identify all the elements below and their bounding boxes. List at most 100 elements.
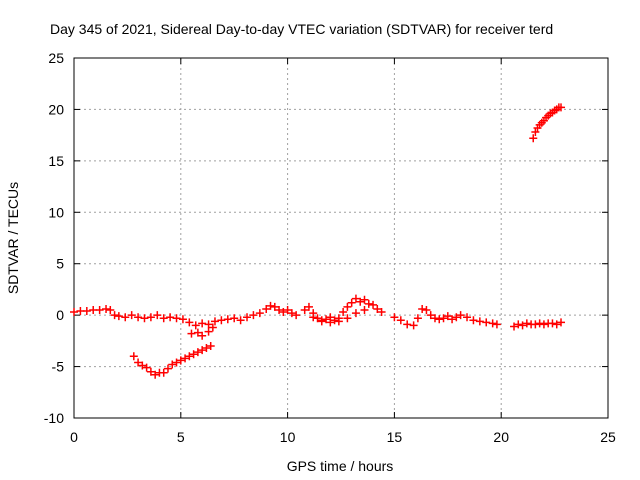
series-mid-arc [300, 294, 386, 326]
series-mid-arc-2 [309, 306, 369, 327]
data-point [153, 311, 162, 320]
data-point [114, 312, 123, 321]
data-point [204, 327, 213, 336]
data-point [396, 316, 405, 325]
series-high-arc [529, 103, 566, 143]
data-point [339, 308, 348, 317]
data-point [390, 313, 399, 322]
data-point [204, 320, 213, 329]
data-point [426, 311, 435, 320]
data-point [176, 356, 185, 365]
y-tick-labels: -10 -5 0 5 10 15 20 25 [44, 50, 64, 426]
data-point [146, 367, 155, 376]
x-tick-label: 5 [177, 429, 185, 445]
data-point [206, 342, 215, 350]
data-point [82, 307, 91, 316]
data-point [482, 318, 491, 327]
data-point [202, 344, 211, 353]
data-point [351, 294, 360, 303]
data-point [181, 354, 190, 363]
data-point [191, 321, 200, 330]
data-point [142, 363, 151, 372]
data-point [255, 309, 264, 318]
data-point [279, 308, 288, 317]
data-point [369, 300, 378, 309]
data-point [518, 321, 527, 330]
data-point [106, 306, 115, 314]
data-point [430, 314, 439, 323]
data-point [377, 308, 386, 317]
data-point [283, 306, 292, 314]
plot-frame [73, 57, 609, 419]
data-point [313, 314, 322, 323]
data-point [322, 315, 331, 324]
data-point [443, 312, 452, 321]
series-low-arc [129, 342, 215, 379]
data-point [475, 317, 484, 326]
data-point [535, 319, 544, 328]
data-point [230, 314, 239, 323]
data-point [347, 298, 356, 307]
data-point [364, 299, 373, 308]
data-point [249, 311, 258, 320]
data-point [343, 302, 352, 311]
data-point [300, 306, 309, 314]
grid [74, 58, 608, 418]
data-point [343, 314, 352, 323]
data-points [70, 103, 566, 379]
data-point [163, 364, 172, 373]
data-point [236, 316, 245, 325]
data-point [488, 319, 497, 328]
data-point [166, 313, 175, 322]
axis-ticks [73, 57, 609, 419]
data-point [243, 313, 252, 322]
series-late-arc [510, 318, 566, 331]
data-point [287, 309, 296, 318]
x-tick-label: 0 [70, 429, 78, 445]
y-tick-label: 15 [48, 153, 64, 169]
data-point [510, 322, 519, 331]
x-tick-label: 20 [493, 429, 509, 445]
data-point [270, 302, 279, 311]
y-tick-label: 5 [56, 256, 64, 272]
data-point [146, 313, 155, 322]
data-point [198, 331, 207, 340]
x-tick-labels: 0 5 10 15 20 25 [70, 429, 616, 445]
data-point [193, 328, 202, 337]
series-branch-a [187, 323, 217, 340]
data-point [409, 321, 418, 330]
data-point [129, 352, 138, 361]
data-point [217, 316, 226, 325]
data-point [95, 306, 104, 314]
data-point [172, 358, 181, 367]
data-point [403, 320, 412, 329]
y-tick-label: -5 [52, 359, 65, 375]
data-point [262, 304, 271, 313]
data-point [326, 318, 335, 327]
data-point [522, 319, 531, 328]
data-point [198, 319, 207, 328]
data-point [514, 320, 523, 329]
data-point [140, 314, 149, 323]
data-point [159, 314, 168, 323]
data-point [539, 320, 548, 329]
data-point [452, 313, 461, 322]
y-tick-label: -10 [44, 410, 64, 426]
y-tick-label: 25 [48, 50, 64, 66]
data-point [304, 302, 313, 311]
data-point [330, 316, 339, 325]
data-point [413, 314, 422, 323]
data-point [134, 358, 143, 367]
chart-title: Day 345 of 2021, Sidereal Day-to-day VTE… [50, 21, 553, 37]
data-point [208, 323, 217, 332]
data-point [193, 348, 202, 357]
data-point [151, 370, 160, 379]
data-point [418, 304, 427, 313]
data-point [435, 315, 444, 324]
x-tick-label: 10 [280, 429, 296, 445]
data-point [275, 306, 284, 314]
data-point [138, 361, 147, 370]
x-tick-label: 15 [387, 429, 403, 445]
data-point [557, 318, 566, 327]
